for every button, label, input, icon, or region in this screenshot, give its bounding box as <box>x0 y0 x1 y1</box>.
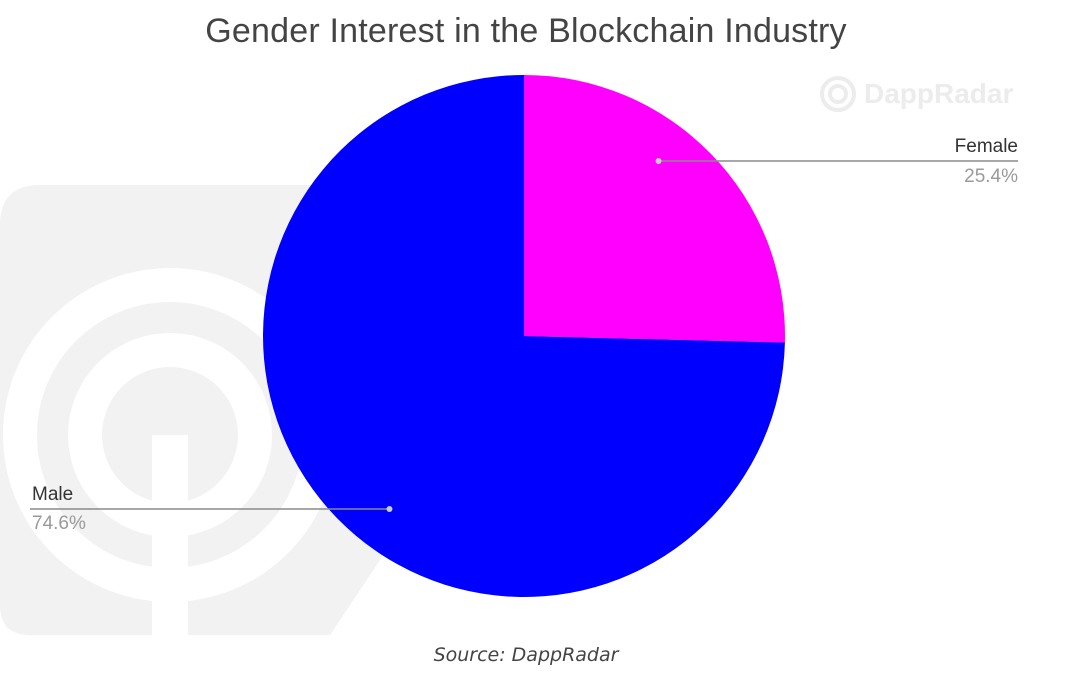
male-slice <box>263 75 785 597</box>
female-slice-leader-dot <box>655 158 662 164</box>
male-slice-label: Male <box>32 484 74 505</box>
female-slice-label: Female <box>954 136 1018 157</box>
dappradar-watermark: DappRadar <box>820 76 1013 112</box>
female-slice <box>524 75 786 343</box>
chart-title: Gender Interest in the Blockchain Indust… <box>205 12 847 50</box>
male-slice-value: 74.6% <box>32 513 86 534</box>
male-slice-leader-dot <box>386 506 393 512</box>
source-caption: Source: DappRadar <box>433 644 619 666</box>
female-slice-value: 25.4% <box>964 166 1018 187</box>
watermark-text: DappRadar <box>864 78 1014 109</box>
dappradar-logo-icon <box>820 76 856 112</box>
